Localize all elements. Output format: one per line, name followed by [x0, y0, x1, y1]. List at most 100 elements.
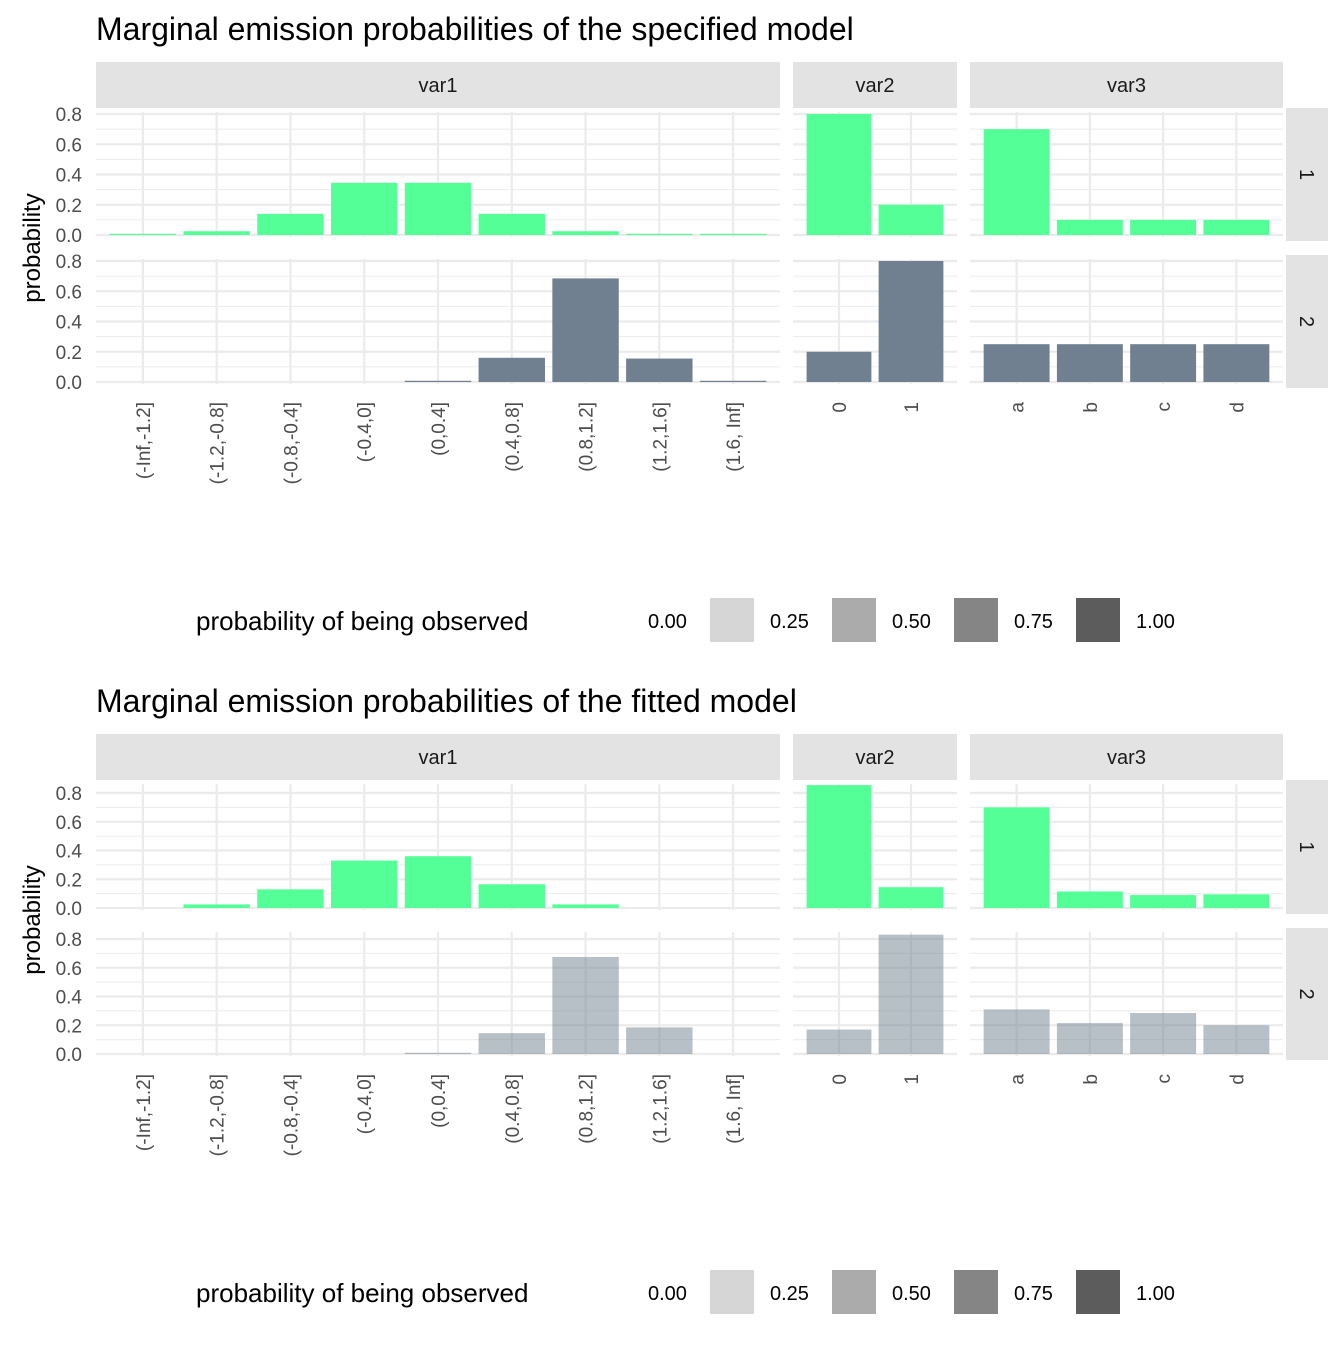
- x-tick-label: 0: [830, 402, 851, 413]
- y-tick-label: 0.4: [56, 988, 83, 1009]
- bar-var3-state1-1: [1056, 891, 1123, 908]
- legend-label: 0.00: [648, 1283, 687, 1305]
- y-tick-label: 0.6: [56, 282, 82, 303]
- y-axis-title: probability: [19, 865, 46, 974]
- x-tick-label: c: [1154, 1074, 1175, 1084]
- facet-strip-label: 1: [1295, 841, 1317, 852]
- legend-label: 0.75: [1014, 611, 1053, 633]
- x-tick-label: a: [1008, 1074, 1029, 1085]
- bar-var2-state2-1: [878, 934, 944, 1054]
- legend-label: 0.75: [1014, 1283, 1053, 1305]
- legend-key-3: [954, 598, 998, 642]
- y-tick-label: 0.8: [56, 930, 82, 951]
- bar-var2-state2-1: [878, 261, 944, 382]
- bar-var3-state1-3: [1203, 894, 1270, 908]
- x-tick-label: (0.4,0.8]: [503, 402, 524, 472]
- bar-var3-state1-0: [983, 807, 1050, 908]
- x-tick-label: d: [1227, 402, 1248, 413]
- y-tick-label: 0.2: [56, 196, 82, 217]
- x-tick-label: (-1.2,-0.8]: [208, 402, 229, 484]
- legend-title: probability of being observed: [196, 1278, 528, 1308]
- x-tick-label: (-0.4,0]: [355, 402, 376, 462]
- bar-var1-state1-5: [478, 213, 545, 235]
- facet-strip-label: var2: [856, 75, 895, 97]
- bar-var3-state1-2: [1130, 219, 1197, 235]
- facet-strip-var1: [96, 734, 780, 780]
- bar-var1-state1-2: [257, 213, 324, 235]
- legend-key-3: [954, 1270, 998, 1314]
- y-tick-label: 0.8: [56, 784, 82, 805]
- facet-strip-label: var2: [856, 747, 895, 769]
- legend-label: 0.25: [770, 611, 809, 633]
- bar-var1-state2-6: [552, 956, 619, 1054]
- legend-title: probability of being observed: [196, 606, 528, 636]
- y-tick-label: 0.0: [56, 899, 82, 920]
- facet-strip-label: 2: [1295, 316, 1317, 327]
- bar-var1-state1-7: [626, 233, 693, 235]
- bar-var3-state2-3: [1203, 344, 1270, 382]
- y-tick-label: 0.2: [56, 1016, 82, 1037]
- facet-strip-label: 2: [1295, 988, 1317, 999]
- bar-var2-state1-1: [878, 887, 944, 908]
- x-tick-label: (0,0.4]: [429, 402, 450, 456]
- bar-var1-state1-8: [699, 233, 767, 235]
- x-tick-label: (-0.8,-0.4]: [281, 402, 302, 484]
- y-tick-label: 0.6: [56, 813, 82, 834]
- legend-key-2: [832, 598, 876, 642]
- y-tick-label: 0.2: [56, 870, 82, 891]
- y-tick-label: 0.2: [56, 343, 82, 364]
- bar-var1-state1-0: [109, 233, 177, 235]
- bar-var1-state1-4: [404, 182, 472, 235]
- bar-var3-state2-0: [983, 1009, 1050, 1054]
- bar-var1-state2-7: [626, 1027, 693, 1054]
- legend-label: 0.50: [892, 1283, 931, 1305]
- x-tick-label: (1.2,1.6]: [650, 1074, 671, 1144]
- bar-var1-state1-1: [183, 231, 250, 235]
- bar-var2-state1-0: [806, 785, 872, 908]
- x-tick-label: (-Inf,-1.2]: [134, 402, 155, 479]
- x-tick-label: (1.6, Inf]: [724, 1074, 745, 1144]
- x-tick-label: 0: [830, 1074, 851, 1085]
- bar-var3-state1-2: [1130, 895, 1197, 908]
- facet-strip-label: var1: [419, 75, 458, 97]
- bar-var3-state1-1: [1056, 219, 1123, 235]
- chart-title: Marginal emission probabilities of the s…: [96, 11, 854, 47]
- x-tick-label: (0.4,0.8]: [503, 1074, 524, 1144]
- y-tick-label: 0.0: [56, 373, 82, 394]
- x-tick-label: b: [1081, 402, 1102, 413]
- bar-var3-state2-2: [1130, 344, 1197, 382]
- bar-var3-state2-0: [983, 344, 1050, 382]
- facet-strip-state-2: [1286, 928, 1328, 1060]
- bar-var2-state2-0: [806, 351, 872, 382]
- legend-label: 0.25: [770, 1283, 809, 1305]
- facet-strip-label: var3: [1107, 747, 1146, 769]
- facet-strip-var2: [793, 62, 957, 108]
- bar-var1-state2-5: [478, 1033, 545, 1054]
- bar-var1-state1-6: [552, 231, 619, 235]
- facet-strip-label: 1: [1295, 169, 1317, 180]
- bar-var1-state2-6: [552, 278, 619, 382]
- legend-key-4: [1076, 598, 1120, 642]
- facet-strip-var3: [970, 734, 1283, 780]
- x-tick-label: d: [1227, 1074, 1248, 1085]
- legend-label: 0.50: [892, 611, 931, 633]
- bar-var3-state1-3: [1203, 219, 1270, 235]
- x-tick-label: (1.6, Inf]: [724, 402, 745, 472]
- bar-var1-state2-5: [478, 357, 545, 382]
- x-tick-label: c: [1154, 402, 1175, 412]
- x-tick-label: (-0.8,-0.4]: [281, 1074, 302, 1156]
- x-tick-label: (0.8,1.2]: [577, 402, 598, 472]
- x-tick-label: a: [1008, 402, 1029, 413]
- bar-var1-state2-8: [699, 380, 767, 382]
- x-tick-label: (-0.4,0]: [355, 1074, 376, 1134]
- y-tick-label: 0.0: [56, 226, 82, 247]
- bar-var1-state2-4: [404, 380, 472, 382]
- bar-var2-state1-1: [878, 204, 944, 235]
- facet-strip-var3: [970, 62, 1283, 108]
- bar-var1-state1-5: [478, 884, 545, 908]
- legend-label: 1.00: [1136, 611, 1175, 633]
- bar-var3-state2-2: [1130, 1013, 1197, 1054]
- facet-strip-state-2: [1286, 255, 1328, 388]
- facet-strip-label: var3: [1107, 75, 1146, 97]
- bar-var2-state1-0: [806, 114, 872, 235]
